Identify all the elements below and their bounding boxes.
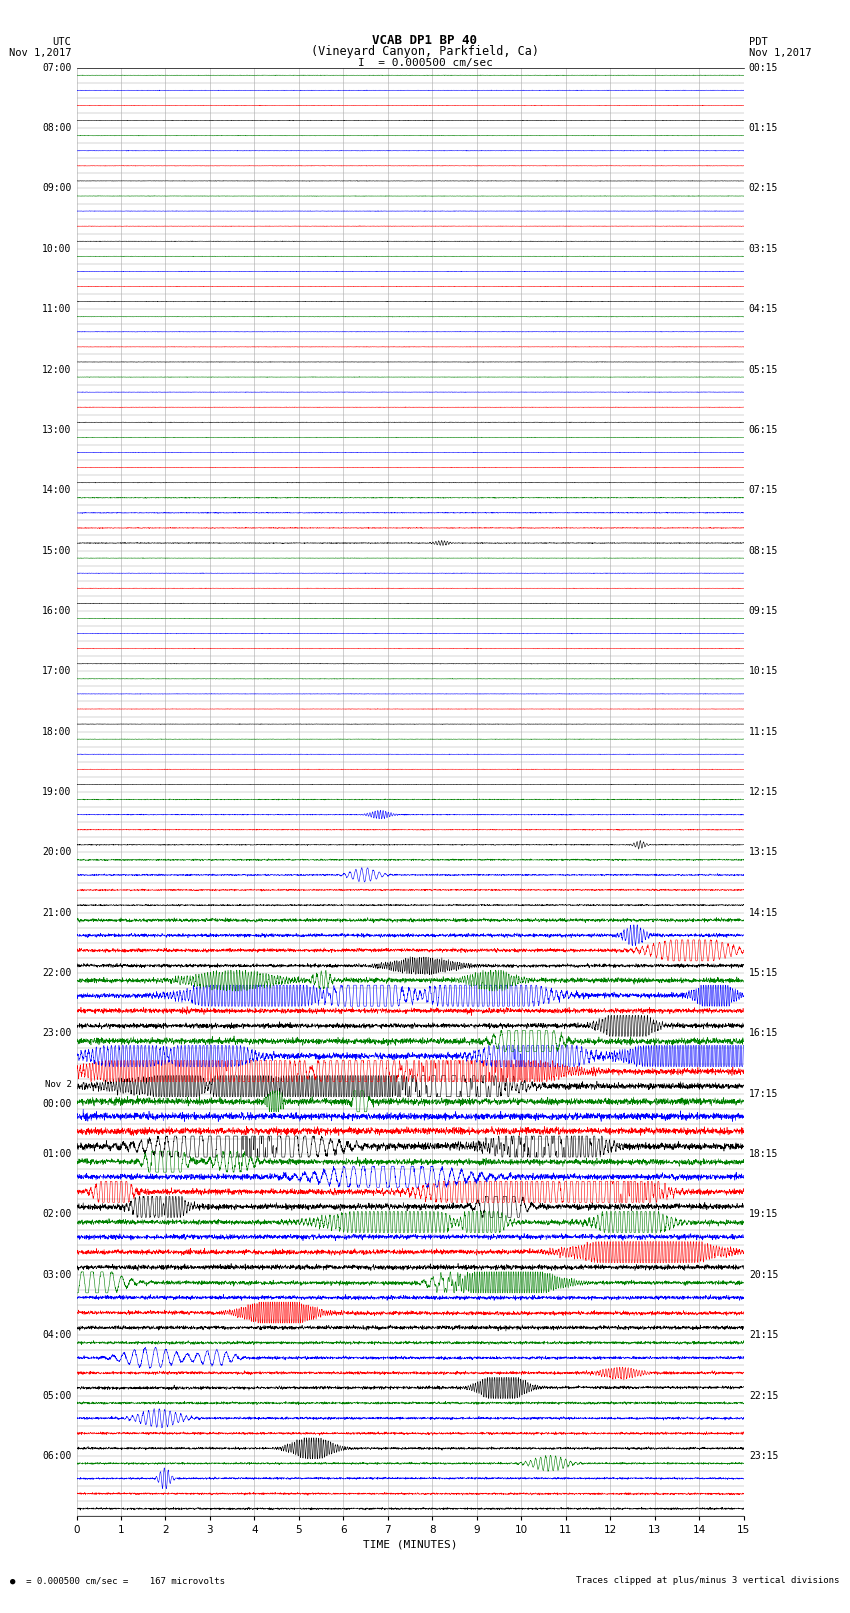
Text: 16:00: 16:00 — [42, 606, 71, 616]
Text: Traces clipped at plus/minus 3 vertical divisions: Traces clipped at plus/minus 3 vertical … — [576, 1576, 840, 1586]
Text: 02:15: 02:15 — [749, 184, 779, 194]
Text: 05:00: 05:00 — [42, 1390, 71, 1400]
Text: ●  = 0.000500 cm/sec =    167 microvolts: ● = 0.000500 cm/sec = 167 microvolts — [10, 1576, 225, 1586]
Text: 13:15: 13:15 — [749, 847, 779, 858]
Text: 14:15: 14:15 — [749, 908, 779, 918]
Text: 14:00: 14:00 — [42, 486, 71, 495]
Text: PDT: PDT — [749, 37, 768, 47]
Text: 19:15: 19:15 — [749, 1210, 779, 1219]
Text: 20:00: 20:00 — [42, 847, 71, 858]
Text: 08:00: 08:00 — [42, 123, 71, 134]
Text: 09:00: 09:00 — [42, 184, 71, 194]
X-axis label: TIME (MINUTES): TIME (MINUTES) — [363, 1539, 457, 1550]
Text: I  = 0.000500 cm/sec: I = 0.000500 cm/sec — [358, 58, 492, 68]
Text: 17:15: 17:15 — [749, 1089, 779, 1098]
Text: 12:00: 12:00 — [42, 365, 71, 374]
Text: 16:15: 16:15 — [749, 1029, 779, 1039]
Text: 04:00: 04:00 — [42, 1331, 71, 1340]
Text: 05:15: 05:15 — [749, 365, 779, 374]
Text: 01:00: 01:00 — [42, 1148, 71, 1160]
Text: (Vineyard Canyon, Parkfield, Ca): (Vineyard Canyon, Parkfield, Ca) — [311, 45, 539, 58]
Text: 23:15: 23:15 — [749, 1450, 779, 1461]
Text: 07:15: 07:15 — [749, 486, 779, 495]
Text: 17:00: 17:00 — [42, 666, 71, 676]
Text: 23:00: 23:00 — [42, 1029, 71, 1039]
Text: 15:00: 15:00 — [42, 545, 71, 555]
Text: 18:00: 18:00 — [42, 726, 71, 737]
Text: 01:15: 01:15 — [749, 123, 779, 134]
Text: 09:15: 09:15 — [749, 606, 779, 616]
Text: 15:15: 15:15 — [749, 968, 779, 977]
Text: 03:00: 03:00 — [42, 1269, 71, 1279]
Text: 22:15: 22:15 — [749, 1390, 779, 1400]
Text: 19:00: 19:00 — [42, 787, 71, 797]
Text: 08:15: 08:15 — [749, 545, 779, 555]
Text: Nov 1,2017: Nov 1,2017 — [749, 48, 812, 58]
Text: 18:15: 18:15 — [749, 1148, 779, 1160]
Text: 11:15: 11:15 — [749, 726, 779, 737]
Text: 03:15: 03:15 — [749, 244, 779, 253]
Text: 00:15: 00:15 — [749, 63, 779, 73]
Text: 07:00: 07:00 — [42, 63, 71, 73]
Text: 06:15: 06:15 — [749, 424, 779, 436]
Text: 04:15: 04:15 — [749, 305, 779, 315]
Text: 13:00: 13:00 — [42, 424, 71, 436]
Text: UTC: UTC — [53, 37, 71, 47]
Text: 21:15: 21:15 — [749, 1331, 779, 1340]
Text: 12:15: 12:15 — [749, 787, 779, 797]
Text: 20:15: 20:15 — [749, 1269, 779, 1279]
Text: 10:00: 10:00 — [42, 244, 71, 253]
Text: 22:00: 22:00 — [42, 968, 71, 977]
Text: 00:00: 00:00 — [42, 1098, 71, 1108]
Text: 10:15: 10:15 — [749, 666, 779, 676]
Text: 21:00: 21:00 — [42, 908, 71, 918]
Text: 11:00: 11:00 — [42, 305, 71, 315]
Text: 06:00: 06:00 — [42, 1450, 71, 1461]
Text: Nov 2: Nov 2 — [44, 1081, 71, 1089]
Text: VCAB DP1 BP 40: VCAB DP1 BP 40 — [372, 34, 478, 47]
Text: 02:00: 02:00 — [42, 1210, 71, 1219]
Text: Nov 1,2017: Nov 1,2017 — [8, 48, 71, 58]
